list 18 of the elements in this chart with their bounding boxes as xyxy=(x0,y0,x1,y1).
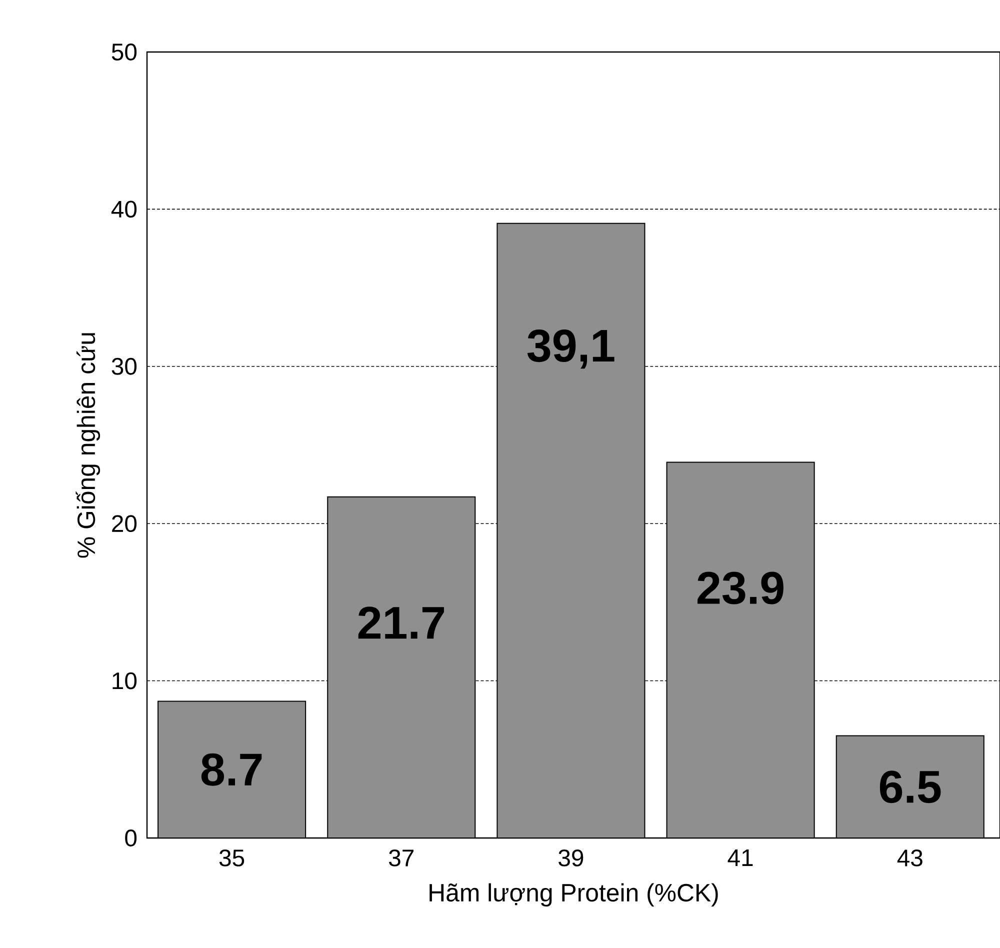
data-label: 39,1 xyxy=(527,330,614,369)
y-tick-label: 40 xyxy=(111,200,137,218)
x-axis-title: Hãm lượng Protein (%CK) xyxy=(430,883,718,906)
y-tick-label: 20 xyxy=(112,515,137,532)
x-tick-label: 35 xyxy=(219,850,244,866)
x-tick-label: 37 xyxy=(388,850,414,866)
y-tick-label: 10 xyxy=(112,672,137,690)
data-label: 23.9 xyxy=(698,572,784,604)
x-tick-label: 39 xyxy=(558,850,584,866)
y-axis-title: % Giống nghiên cứu xyxy=(76,333,100,558)
y-tick-label: 30 xyxy=(112,358,137,375)
data-label: 6.5 xyxy=(880,770,941,804)
x-tick-label: 41 xyxy=(728,850,753,866)
y-tick-label: 0 xyxy=(125,830,137,846)
x-tick-label: 43 xyxy=(897,850,922,866)
data-label: 21.7 xyxy=(358,606,444,639)
y-tick-label: 50 xyxy=(112,44,137,60)
data-label: 8.7 xyxy=(201,753,262,786)
